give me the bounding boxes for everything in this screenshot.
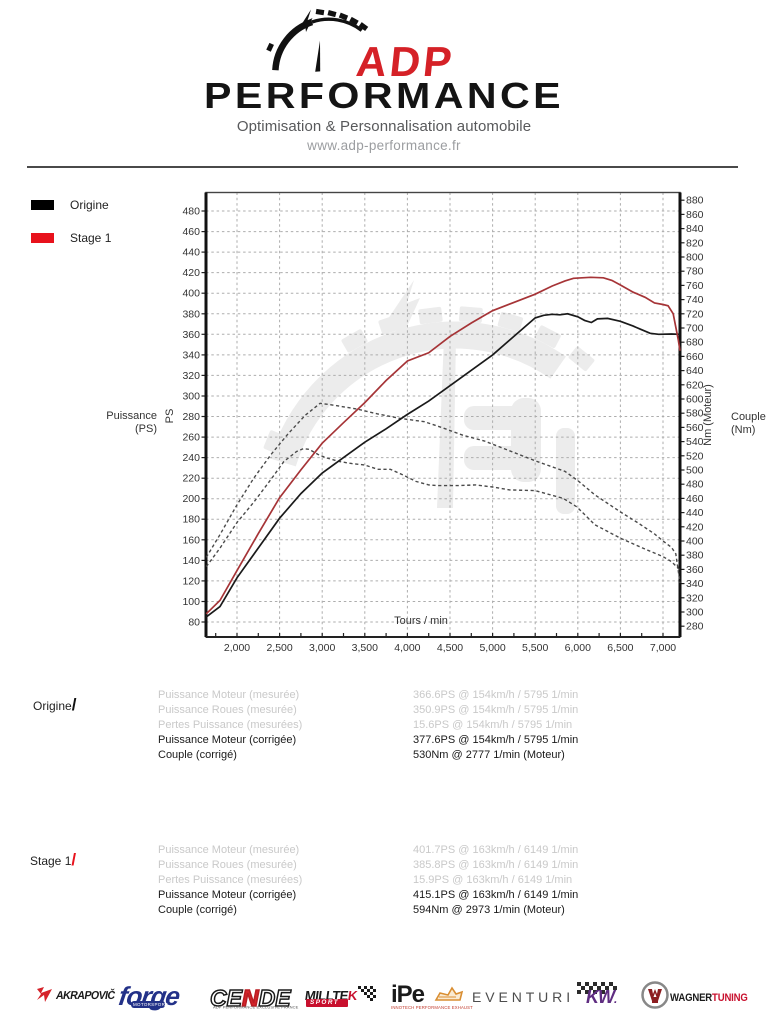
svg-text:5,000: 5,000 bbox=[479, 642, 505, 654]
svg-text:340: 340 bbox=[686, 578, 704, 590]
svg-text:6,000: 6,000 bbox=[565, 642, 591, 654]
svg-text:Tours / min: Tours / min bbox=[394, 615, 448, 627]
svg-text:780: 780 bbox=[686, 266, 704, 278]
svg-text:540: 540 bbox=[686, 436, 704, 448]
svg-text:640: 640 bbox=[686, 365, 704, 377]
svg-text:Nm (Moteur): Nm (Moteur) bbox=[702, 384, 714, 446]
svg-text:280: 280 bbox=[686, 621, 704, 633]
svg-text:460: 460 bbox=[686, 493, 704, 505]
svg-text:440: 440 bbox=[182, 247, 200, 259]
svg-text:480: 480 bbox=[182, 206, 200, 218]
svg-text:760: 760 bbox=[686, 280, 704, 292]
svg-text:740: 740 bbox=[686, 294, 704, 306]
svg-text:380: 380 bbox=[182, 308, 200, 320]
svg-text:880: 880 bbox=[686, 195, 704, 207]
svg-text:420: 420 bbox=[182, 267, 200, 279]
svg-text:840: 840 bbox=[686, 223, 704, 235]
svg-text:Couple: Couple bbox=[731, 411, 766, 423]
svg-text:3,000: 3,000 bbox=[309, 642, 335, 654]
svg-text:520: 520 bbox=[686, 450, 704, 462]
svg-text:PERFORMANCE: PERFORMANCE bbox=[204, 75, 564, 114]
svg-text:480: 480 bbox=[686, 479, 704, 491]
svg-text:100: 100 bbox=[182, 596, 200, 608]
svg-text:200: 200 bbox=[182, 493, 200, 505]
svg-text:3,500: 3,500 bbox=[352, 642, 378, 654]
svg-text:320: 320 bbox=[686, 592, 704, 604]
svg-text:220: 220 bbox=[182, 473, 200, 485]
svg-text:820: 820 bbox=[686, 237, 704, 249]
svg-text:440: 440 bbox=[686, 507, 704, 519]
svg-text:5,500: 5,500 bbox=[522, 642, 548, 654]
svg-text:80: 80 bbox=[188, 617, 200, 629]
svg-text:240: 240 bbox=[182, 452, 200, 464]
svg-text:340: 340 bbox=[182, 349, 200, 361]
svg-text:ADP: ADP bbox=[356, 38, 457, 80]
svg-text:420: 420 bbox=[686, 521, 704, 533]
svg-text:260: 260 bbox=[182, 432, 200, 444]
svg-text:560: 560 bbox=[686, 422, 704, 434]
svg-text:(PS): (PS) bbox=[135, 423, 157, 435]
svg-text:680: 680 bbox=[686, 337, 704, 349]
svg-text:6,500: 6,500 bbox=[607, 642, 633, 654]
svg-text:500: 500 bbox=[686, 465, 704, 477]
svg-text:2,500: 2,500 bbox=[266, 642, 292, 654]
svg-text:580: 580 bbox=[686, 408, 704, 420]
svg-text:660: 660 bbox=[686, 351, 704, 363]
svg-text:300: 300 bbox=[182, 391, 200, 403]
svg-text:280: 280 bbox=[182, 411, 200, 423]
svg-text:PS: PS bbox=[164, 409, 176, 424]
svg-text:180: 180 bbox=[182, 514, 200, 526]
svg-text:720: 720 bbox=[686, 308, 704, 320]
svg-text:400: 400 bbox=[686, 536, 704, 548]
svg-text:140: 140 bbox=[182, 555, 200, 567]
svg-text:160: 160 bbox=[182, 534, 200, 546]
svg-text:320: 320 bbox=[182, 370, 200, 382]
svg-text:400: 400 bbox=[182, 288, 200, 300]
svg-text:300: 300 bbox=[686, 607, 704, 619]
svg-text:Puissance: Puissance bbox=[106, 410, 157, 422]
svg-text:800: 800 bbox=[686, 252, 704, 264]
svg-text:380: 380 bbox=[686, 550, 704, 562]
svg-text:2,000: 2,000 bbox=[224, 642, 250, 654]
svg-text:460: 460 bbox=[182, 226, 200, 238]
svg-text:4,500: 4,500 bbox=[437, 642, 463, 654]
svg-text:360: 360 bbox=[686, 564, 704, 576]
svg-text:4,000: 4,000 bbox=[394, 642, 420, 654]
svg-text:600: 600 bbox=[686, 394, 704, 406]
svg-text:(Nm): (Nm) bbox=[731, 424, 755, 436]
svg-text:620: 620 bbox=[686, 379, 704, 391]
svg-text:860: 860 bbox=[686, 209, 704, 221]
svg-text:120: 120 bbox=[182, 575, 200, 587]
svg-text:360: 360 bbox=[182, 329, 200, 341]
svg-text:700: 700 bbox=[686, 323, 704, 335]
svg-text:7,000: 7,000 bbox=[650, 642, 676, 654]
